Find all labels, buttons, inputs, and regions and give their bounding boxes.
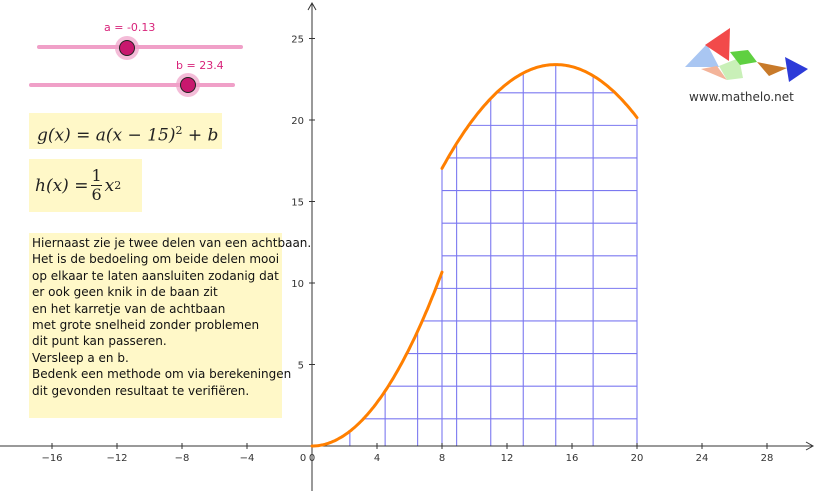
x-tick-label: 24 xyxy=(696,453,709,464)
x-tick-label: −16 xyxy=(41,453,62,464)
instruction-line: op elkaar te laten aansluiten zodanig da… xyxy=(32,268,279,283)
mathelo-logo-icon xyxy=(685,28,808,82)
formula-g: g(x) = a(x − 15)2 + b xyxy=(29,113,222,149)
formula-h-fraction: 1 6 xyxy=(91,166,102,204)
instruction-line: er ook geen knik in de baan zit xyxy=(32,285,218,300)
x-tick-label: 28 xyxy=(761,453,774,464)
y-tick-label: 20 xyxy=(291,116,304,127)
x-tick-label: 12 xyxy=(501,453,514,464)
x-tick-label: 20 xyxy=(631,453,644,464)
curves xyxy=(310,63,639,448)
support-grid xyxy=(349,64,638,446)
x-axis-arrow xyxy=(805,441,815,451)
y-axis-arrow xyxy=(307,1,317,11)
x-tick-label: 4 xyxy=(374,453,380,464)
logo-text: www.mathelo.net xyxy=(689,90,794,104)
formula-g-exponent: 2 xyxy=(175,124,183,137)
slider-a-label: a = -0.13 xyxy=(104,21,156,34)
instruction-line: Versleep a en b. xyxy=(32,350,129,365)
x-tick-label: 16 xyxy=(566,453,579,464)
formula-h-exponent: 2 xyxy=(114,179,122,192)
formula-h-numerator: 1 xyxy=(91,166,102,186)
origin-label: 0 xyxy=(300,453,306,464)
curve-g xyxy=(440,63,639,170)
x-tick-label: 0 xyxy=(309,453,315,464)
slider-b-track[interactable] xyxy=(29,83,235,87)
slider-a-track[interactable] xyxy=(37,45,243,49)
slider-b-handle[interactable] xyxy=(180,77,196,93)
y-tick-label: 25 xyxy=(291,35,304,46)
instruction-line: Bedenk een methode om via berekeningen xyxy=(32,367,292,382)
formula-h-variable: x xyxy=(104,175,115,196)
x-tick-label: 8 xyxy=(439,453,445,464)
formula-g-body: g(x) = a(x − 15) xyxy=(37,125,176,146)
instruction-line: dit punt kan passeren. xyxy=(32,334,167,349)
instruction-text: Hiernaast zie je twee delen van een acht… xyxy=(29,233,312,418)
x-tick-label: −4 xyxy=(240,453,255,464)
instruction-line: met grote snelheid zonder problemen xyxy=(32,318,260,333)
curve-h xyxy=(310,270,444,448)
formula-g-tail: + b xyxy=(182,125,219,146)
slider-a-handle[interactable] xyxy=(119,40,135,56)
formula-h-denominator: 6 xyxy=(91,185,102,204)
y-tick-label: 15 xyxy=(291,198,304,209)
x-tick-label: −8 xyxy=(175,453,190,464)
instruction-line: dit gevonden resultaat te verifiëren. xyxy=(32,383,250,398)
slider-b-label: b = 23.4 xyxy=(176,59,224,72)
instruction-line: Hiernaast zie je twee delen van een acht… xyxy=(32,236,312,250)
y-tick-label: 10 xyxy=(291,279,304,290)
x-tick-label: −12 xyxy=(106,453,127,464)
instruction-line: en het karretje van de achtbaan xyxy=(32,301,226,316)
y-tick-label: 5 xyxy=(298,361,304,372)
instruction-line: Het is de bedoeling om beide delen mooi xyxy=(32,252,280,267)
formula-h-lhs: h(x) = xyxy=(35,175,89,196)
